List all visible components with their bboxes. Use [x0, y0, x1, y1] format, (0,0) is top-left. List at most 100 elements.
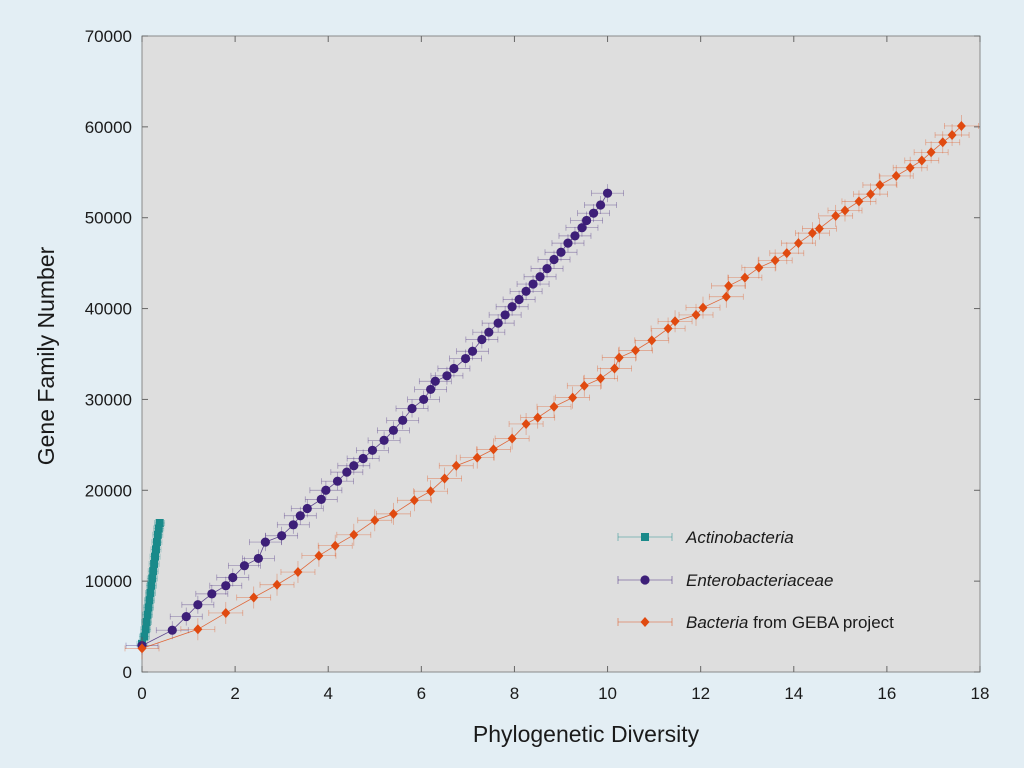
data-point — [144, 603, 153, 612]
data-point — [533, 412, 543, 423]
x-tick-label: 10 — [598, 684, 617, 703]
data-point — [409, 495, 419, 506]
data-point — [239, 561, 250, 571]
data-point — [793, 238, 803, 249]
data-point — [430, 376, 440, 386]
legend-item: Enterobacteriaceae — [617, 571, 833, 590]
data-point — [582, 215, 592, 226]
data-point — [740, 272, 750, 283]
data-point — [151, 552, 160, 561]
data-point — [814, 223, 824, 234]
data-point — [379, 435, 389, 445]
y-tick-label: 40000 — [85, 300, 132, 319]
data-series — [124, 114, 979, 660]
data-point — [249, 592, 259, 603]
data-point — [831, 210, 841, 221]
data-point — [595, 200, 606, 210]
data-point — [367, 445, 378, 455]
plot-area — [141, 35, 981, 673]
data-point — [349, 461, 359, 471]
data-point — [358, 453, 368, 464]
data-point — [875, 180, 885, 191]
data-point — [221, 581, 231, 591]
data-point — [419, 394, 429, 405]
x-tick-label: 12 — [691, 684, 710, 703]
data-point — [488, 444, 498, 455]
data-point — [293, 567, 303, 578]
data-point — [947, 130, 957, 141]
y-tick-label: 10000 — [85, 572, 132, 591]
data-point — [630, 345, 640, 356]
data-point — [528, 279, 538, 289]
data-point — [956, 120, 966, 131]
y-tick-label: 20000 — [85, 481, 132, 500]
data-point — [782, 248, 792, 259]
y-tick-label: 0 — [123, 663, 132, 682]
data-point — [332, 476, 343, 486]
data-point — [514, 294, 524, 305]
data-point — [938, 137, 948, 148]
data-point — [493, 318, 503, 328]
data-point — [500, 310, 510, 320]
legend-item: Actinobacteria — [617, 528, 794, 547]
data-point — [146, 588, 155, 597]
data-point — [145, 596, 154, 605]
legend-item: Bacteria from GEBA project — [617, 613, 894, 632]
data-point — [477, 334, 487, 345]
data-point — [342, 467, 352, 477]
legend-marker — [640, 575, 650, 585]
data-point — [388, 508, 398, 519]
data-point — [148, 574, 157, 583]
data-point — [484, 327, 494, 337]
data-point — [426, 384, 436, 395]
data-point — [691, 309, 701, 320]
data-point — [588, 208, 599, 218]
data-point — [563, 238, 573, 248]
legend-label-rest: from GEBA project — [748, 613, 894, 632]
data-point — [602, 188, 613, 198]
data-point — [193, 600, 203, 610]
data-point — [152, 538, 161, 547]
x-tick-label: 8 — [510, 684, 519, 703]
data-point — [181, 611, 191, 622]
y-tick-label: 50000 — [85, 209, 132, 228]
data-point — [670, 316, 680, 327]
data-point — [150, 559, 159, 568]
data-point — [154, 524, 163, 533]
data-point — [151, 545, 160, 554]
data-point — [467, 346, 478, 356]
data-point — [288, 520, 298, 530]
axes: 0 2 4 6 8 10 12 14 16 18 0 10000 20000 30000 40000 5000… — [85, 27, 990, 703]
data-point — [579, 380, 589, 391]
y-axis-title: Gene Family Number — [33, 246, 59, 465]
x-tick-label: 18 — [971, 684, 990, 703]
data-point — [610, 363, 620, 374]
x-tick-label: 6 — [417, 684, 426, 703]
data-point — [507, 302, 517, 312]
y-tick-label: 30000 — [85, 390, 132, 409]
data-point — [314, 550, 324, 561]
y-tick-label: 60000 — [85, 118, 132, 137]
x-tick-label: 16 — [877, 684, 896, 703]
data-point — [542, 263, 552, 274]
data-point — [460, 353, 471, 364]
data-point — [614, 352, 624, 363]
data-point — [663, 323, 673, 334]
data-point — [330, 540, 340, 551]
data-point — [253, 553, 263, 564]
data-point — [426, 486, 436, 497]
data-point — [193, 624, 203, 635]
data-point — [917, 155, 927, 166]
series-diamond — [124, 114, 979, 660]
data-point — [349, 529, 359, 540]
data-point — [207, 589, 217, 599]
data-point — [596, 373, 606, 384]
legend-label: Bacteria from GEBA project — [686, 613, 894, 632]
data-point — [840, 205, 850, 216]
data-point — [141, 625, 150, 634]
data-point — [149, 567, 158, 576]
data-point — [321, 485, 331, 495]
data-point — [451, 460, 461, 471]
legend-marker — [640, 617, 650, 627]
